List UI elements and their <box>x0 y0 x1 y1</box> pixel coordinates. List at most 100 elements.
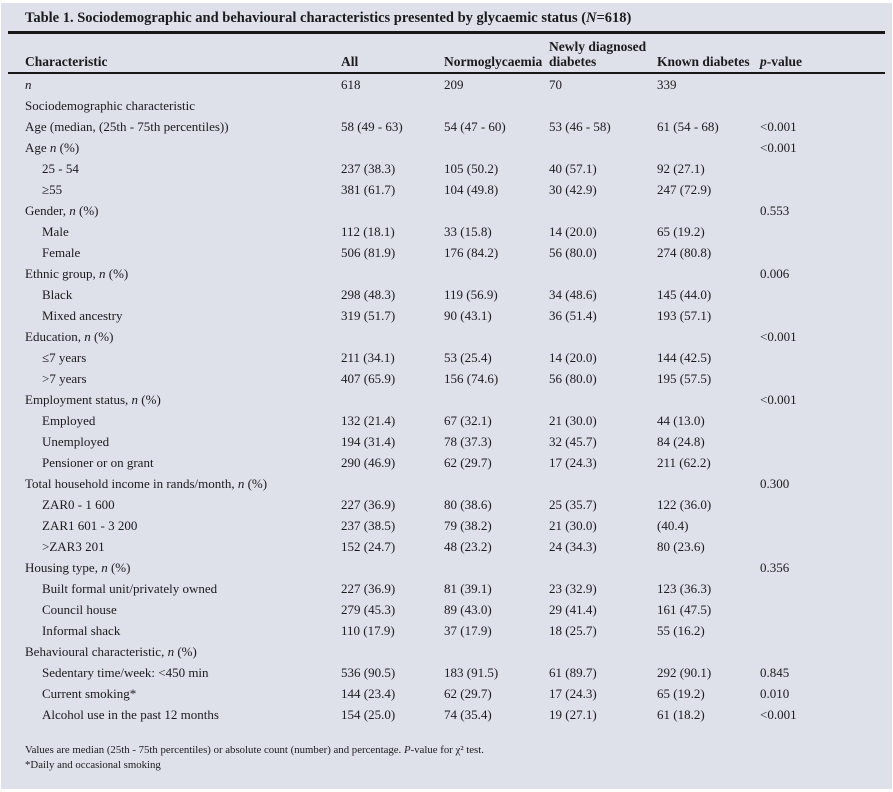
cell-characteristic: Housing type, n (%) <box>25 560 131 575</box>
cell-newly-diagnosed-diabetes: 32 (45.7) <box>549 434 597 449</box>
cell-known-diabetes <box>657 473 760 494</box>
cell-characteristic: Age (median, (25th - 75th percentiles)) <box>25 119 229 134</box>
cell-newly-diagnosed-diabetes: 19 (27.1) <box>549 707 597 722</box>
cell-newly-diagnosed-diabetes <box>549 326 657 347</box>
cell-newly-diagnosed-diabetes: 34 (48.6) <box>549 287 597 302</box>
table-row: Sedentary time/week: <450 min 536 (90.5) 1… <box>25 662 887 683</box>
cell-known-diabetes: 92 (27.1) <box>657 161 705 176</box>
cell-p-value <box>760 494 887 515</box>
header-rule <box>8 72 885 74</box>
cell-p-value <box>760 284 887 305</box>
cell-characteristic: Built formal unit/privately owned <box>42 581 218 596</box>
table-row: >7 years 407 (65.9) 156 (74.6) 56 (80.0) 195… <box>25 368 887 389</box>
cell-all: 536 (90.5) <box>341 665 396 680</box>
cell-all <box>341 326 444 347</box>
cell-known-diabetes <box>657 263 760 284</box>
cell-all: 211 (34.1) <box>341 350 395 365</box>
table-row: Black 298 (48.3) 119 (56.9) 34 (48.6) 145 (4… <box>25 284 887 305</box>
cell-p-value: <0.001 <box>760 140 797 155</box>
title-rule <box>8 31 885 34</box>
cell-p-value <box>760 620 887 641</box>
table-row: Alcohol use in the past 12 months 154 (25… <box>25 704 887 725</box>
table-row: Housing type, n (%) 0.356 <box>25 557 887 578</box>
cell-known-diabetes: 211 (62.2) <box>657 455 711 470</box>
cell-newly-diagnosed-diabetes: 17 (24.3) <box>549 686 597 701</box>
cell-known-diabetes: 61 (18.2) <box>657 707 705 722</box>
cell-characteristic: Current smoking* <box>42 686 137 701</box>
cell-known-diabetes <box>657 326 760 347</box>
cell-newly-diagnosed-diabetes <box>549 95 657 116</box>
cell-all: 110 (17.9) <box>341 623 395 638</box>
cell-all: 144 (23.4) <box>341 686 396 701</box>
cell-all: 298 (48.3) <box>341 287 396 302</box>
cell-normoglycaemia: 156 (74.6) <box>444 371 499 386</box>
cell-p-value <box>760 95 887 116</box>
cell-known-diabetes: 44 (13.0) <box>657 413 705 428</box>
cell-all: 407 (65.9) <box>341 371 396 386</box>
cell-p-value <box>760 536 887 557</box>
cell-all: 618 <box>341 77 361 92</box>
cell-known-diabetes: 274 (80.8) <box>657 245 712 260</box>
cell-p-value: 0.553 <box>760 203 790 218</box>
cell-known-diabetes: 195 (57.5) <box>657 371 712 386</box>
cell-known-diabetes: 122 (36.0) <box>657 497 712 512</box>
cell-known-diabetes: 80 (23.6) <box>657 539 705 554</box>
cell-characteristic: Employed <box>42 413 96 428</box>
table-row: Age (median, (25th - 75th percentiles)) 5… <box>25 116 887 137</box>
table-row: Age n (%) <0.001 <box>25 137 887 158</box>
col-header-characteristic: Characteristic <box>25 54 108 69</box>
cell-normoglycaemia: 176 (84.2) <box>444 245 499 260</box>
cell-normoglycaemia: 104 (49.8) <box>444 182 499 197</box>
table-row: n 618 209 70 339 <box>25 74 887 95</box>
cell-characteristic: Pensioner or on grant <box>42 455 154 470</box>
table-row: Informal shack 110 (17.9) 37 (17.9) 18 (25.… <box>25 620 887 641</box>
cell-newly-diagnosed-diabetes: 25 (35.7) <box>549 497 597 512</box>
table-row: ZAR1 601 - 3 200 237 (38.5) 79 (38.2) 21 (3… <box>25 515 887 536</box>
cell-all <box>341 137 444 158</box>
cell-normoglycaemia <box>444 326 549 347</box>
cell-characteristic: Ethnic group, n (%) <box>25 266 129 281</box>
cell-normoglycaemia: 89 (43.0) <box>444 602 492 617</box>
table-row: Total household income in rands/month, n… <box>25 473 887 494</box>
cell-all: 194 (31.4) <box>341 434 396 449</box>
cell-p-value <box>760 410 887 431</box>
cell-characteristic: Council house <box>42 602 117 617</box>
cell-all: 152 (24.7) <box>341 539 396 554</box>
characteristics-table: n 618 209 70 339 Sociodemographic characteris… <box>25 74 887 725</box>
cell-characteristic: Mixed ancestry <box>42 308 123 323</box>
cell-all: 290 (46.9) <box>341 455 396 470</box>
cell-all <box>341 200 444 221</box>
cell-all <box>341 389 444 410</box>
cell-known-diabetes: 247 (72.9) <box>657 182 712 197</box>
cell-newly-diagnosed-diabetes <box>549 389 657 410</box>
table-panel: Table 1. Sociodemographic and behavioura… <box>1 3 892 789</box>
cell-newly-diagnosed-diabetes: 23 (32.9) <box>549 581 597 596</box>
cell-characteristic: Male <box>42 224 69 239</box>
cell-newly-diagnosed-diabetes: 18 (25.7) <box>549 623 597 638</box>
cell-all: 132 (21.4) <box>341 413 396 428</box>
cell-p-value: <0.001 <box>760 329 797 344</box>
cell-p-value <box>760 347 887 368</box>
cell-normoglycaemia: 79 (38.2) <box>444 518 492 533</box>
cell-newly-diagnosed-diabetes: 21 (30.0) <box>549 518 597 533</box>
cell-normoglycaemia: 80 (38.6) <box>444 497 492 512</box>
cell-characteristic: Education, n (%) <box>25 329 114 344</box>
cell-all: 58 (49 - 63) <box>341 119 403 134</box>
cell-all: 112 (18.1) <box>341 224 395 239</box>
cell-characteristic: Behavioural characteristic, n (%) <box>25 644 197 659</box>
cell-all: 227 (36.9) <box>341 497 396 512</box>
cell-known-diabetes: 84 (24.8) <box>657 434 705 449</box>
cell-characteristic: Employment status, n (%) <box>25 392 161 407</box>
cell-p-value: <0.001 <box>760 707 797 722</box>
col-header-normoglycaemia: Normoglycaemia <box>444 54 543 69</box>
cell-known-diabetes: 65 (19.2) <box>657 224 705 239</box>
cell-characteristic: ≥55 <box>42 182 63 197</box>
cell-known-diabetes <box>657 389 760 410</box>
cell-characteristic: n <box>25 77 32 92</box>
cell-known-diabetes <box>657 137 760 158</box>
cell-normoglycaemia <box>444 200 549 221</box>
cell-all: 381 (61.7) <box>341 182 396 197</box>
cell-normoglycaemia: 48 (23.2) <box>444 539 492 554</box>
cell-p-value <box>760 221 887 242</box>
